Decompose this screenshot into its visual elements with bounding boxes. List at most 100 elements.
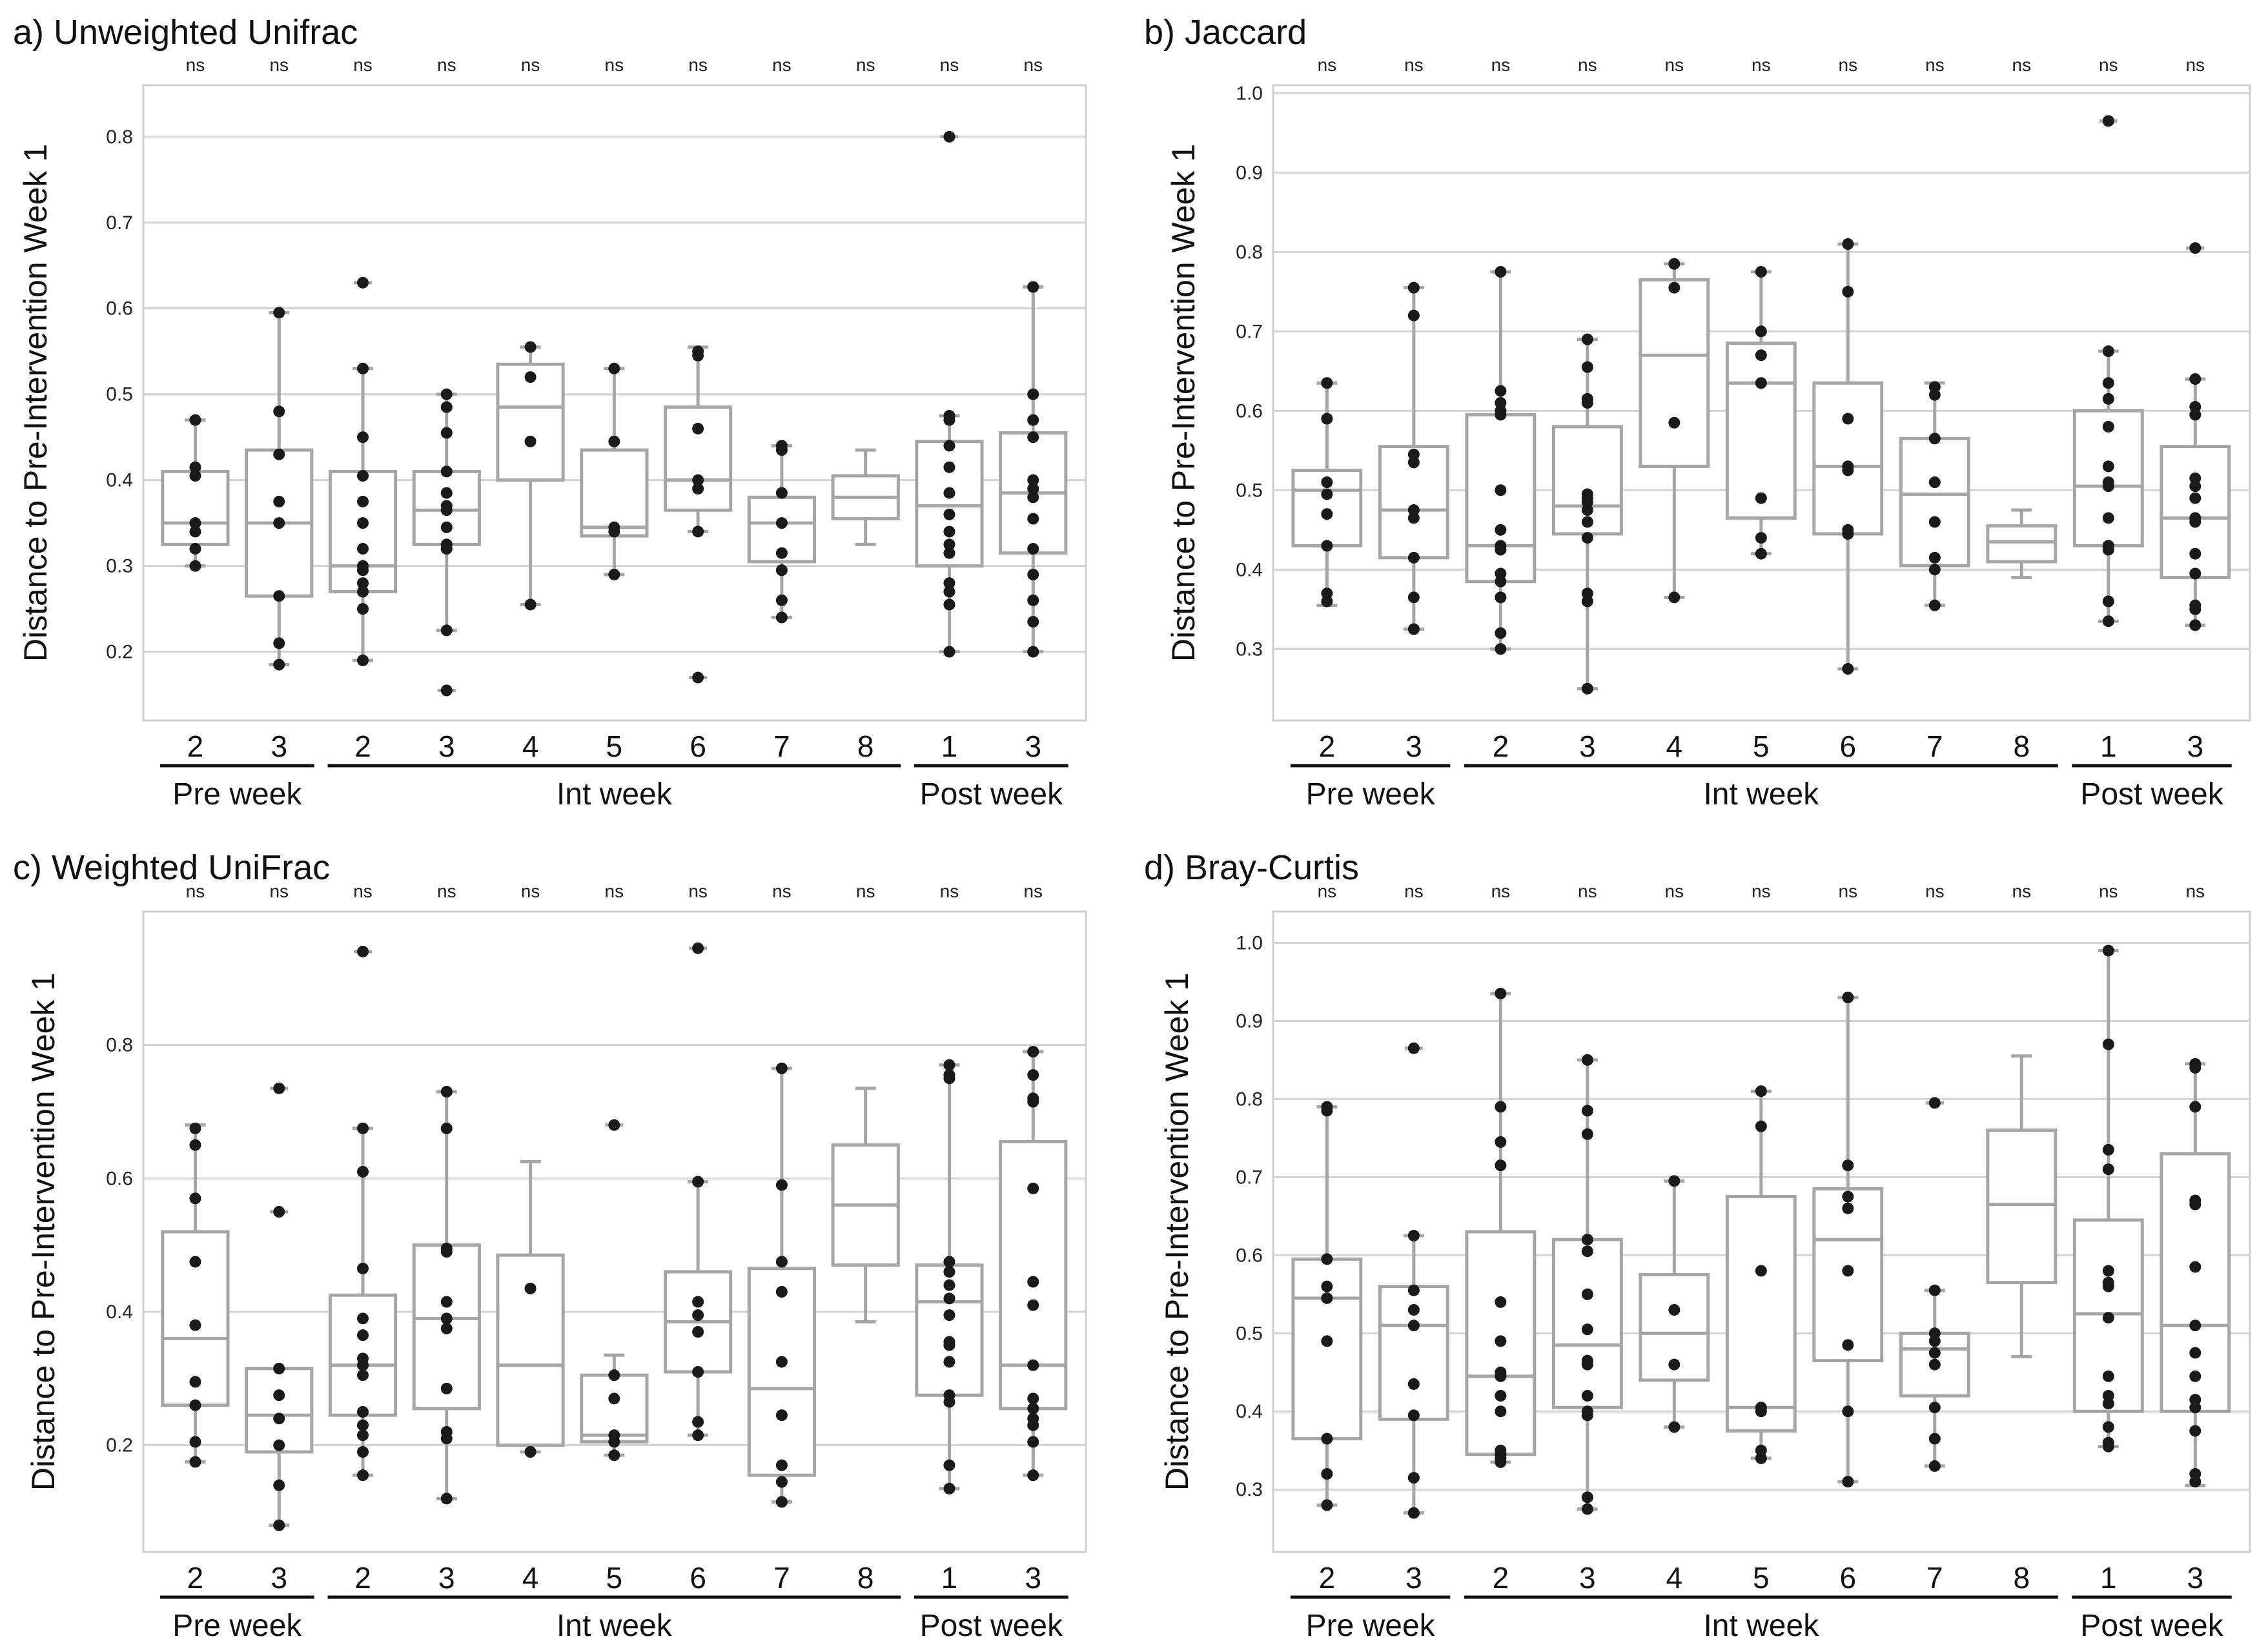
box-group-int-week-8: ns 8 bbox=[831, 55, 900, 763]
group-label: Int week bbox=[557, 777, 673, 811]
y-tick-label: 0.2 bbox=[106, 642, 133, 663]
data-point bbox=[1581, 1358, 1593, 1371]
significance-label: ns bbox=[1491, 55, 1511, 75]
data-point bbox=[2189, 547, 2202, 560]
data-point bbox=[943, 598, 955, 611]
data-point bbox=[1321, 413, 1333, 425]
group-label: Post week bbox=[920, 777, 1063, 811]
outlier-point bbox=[943, 130, 955, 143]
y-tick-label: 0.9 bbox=[1236, 1010, 1263, 1032]
data-point bbox=[1027, 1276, 1039, 1288]
data-point bbox=[1321, 488, 1333, 500]
data-point bbox=[775, 444, 788, 456]
data-point bbox=[1027, 1069, 1039, 1081]
y-tick-label: 0.7 bbox=[1236, 1167, 1263, 1188]
box-group-post-week-3: ns 3 bbox=[2160, 55, 2231, 763]
data-point bbox=[1668, 1175, 1681, 1187]
box-group-int-week-4: ns 4 bbox=[496, 881, 565, 1595]
data-point bbox=[1755, 325, 1767, 338]
data-point bbox=[1842, 1476, 1854, 1488]
data-point bbox=[608, 1393, 620, 1405]
significance-label: ns bbox=[437, 55, 456, 75]
data-point bbox=[273, 517, 285, 529]
significance-label: ns bbox=[1404, 55, 1424, 75]
box-group-pre-week-3: ns 3 bbox=[245, 881, 314, 1595]
box bbox=[245, 1367, 314, 1454]
data-point bbox=[357, 1446, 369, 1458]
x-tick-label: 1 bbox=[941, 730, 958, 763]
box-group-post-week-1: ns 1 bbox=[2072, 55, 2144, 763]
data-point bbox=[273, 405, 285, 418]
data-point bbox=[608, 568, 620, 580]
data-point bbox=[1842, 413, 1854, 425]
x-tick-label: 8 bbox=[2013, 730, 2030, 763]
data-point bbox=[357, 603, 369, 615]
x-tick-label: 8 bbox=[2013, 1561, 2030, 1595]
y-tick-label: 0.6 bbox=[1236, 1245, 1263, 1266]
box-group-int-week-5: ns 5 bbox=[1725, 55, 1797, 763]
data-point bbox=[440, 1086, 453, 1097]
data-point bbox=[273, 637, 285, 649]
data-point bbox=[1581, 587, 1593, 600]
data-point bbox=[1842, 663, 1854, 675]
data-point bbox=[1581, 1323, 1593, 1336]
y-tick-label: 0.5 bbox=[106, 384, 133, 405]
outlier-point bbox=[357, 946, 369, 957]
data-point bbox=[775, 1409, 788, 1422]
data-point bbox=[2189, 401, 2202, 413]
data-point bbox=[1407, 1409, 1420, 1422]
significance-label: ns bbox=[856, 881, 875, 901]
plot-frame bbox=[1272, 910, 2251, 1553]
box-group-int-week-3: ns 3 bbox=[412, 881, 481, 1595]
data-point bbox=[2189, 480, 2202, 493]
data-point bbox=[440, 1122, 453, 1134]
data-point bbox=[357, 1262, 369, 1274]
data-point bbox=[1321, 1335, 1333, 1347]
x-tick-label: 3 bbox=[1025, 1561, 1041, 1595]
data-point bbox=[273, 1479, 285, 1491]
x-tick-label: 4 bbox=[1666, 730, 1683, 763]
data-point bbox=[189, 1192, 201, 1205]
data-point bbox=[1027, 388, 1039, 400]
x-tick-label: 2 bbox=[1493, 730, 1509, 763]
data-point bbox=[440, 1493, 453, 1505]
significance-label: ns bbox=[1578, 55, 1597, 75]
significance-label: ns bbox=[605, 55, 624, 75]
x-tick-label: 3 bbox=[2187, 730, 2203, 763]
data-point bbox=[1581, 333, 1593, 345]
x-tick-label: 7 bbox=[773, 730, 790, 763]
data-point bbox=[189, 1399, 201, 1411]
significance-label: ns bbox=[1023, 881, 1043, 901]
data-point bbox=[692, 482, 704, 495]
x-tick-label: 1 bbox=[941, 1561, 958, 1595]
data-point bbox=[1495, 1296, 1507, 1308]
data-point bbox=[1581, 504, 1593, 516]
data-point bbox=[2102, 1370, 2114, 1382]
data-point bbox=[1027, 414, 1039, 426]
data-point bbox=[1027, 568, 1039, 580]
significance-label: ns bbox=[1404, 881, 1424, 901]
data-point bbox=[2189, 1370, 2202, 1382]
data-point bbox=[189, 461, 201, 473]
y-axis-label: Distance to Pre-Intervention Week 1 bbox=[1165, 144, 1201, 662]
y-tick-label: 0.4 bbox=[1236, 1401, 1263, 1422]
box-group-int-week-3: ns 3 bbox=[1551, 55, 1623, 763]
data-point bbox=[273, 590, 285, 602]
panel-jaccard: b) Jaccard 0.3 0.4 0.5 0.6 0.7 0.8 0.9 1.0 Distan… bbox=[1144, 13, 2251, 811]
y-tick-label: 0.6 bbox=[106, 298, 133, 320]
data-point bbox=[2189, 1347, 2202, 1359]
data-point bbox=[2189, 472, 2202, 484]
y-tick-label: 0.4 bbox=[106, 1301, 133, 1323]
data-point bbox=[943, 538, 955, 551]
data-point bbox=[1581, 595, 1593, 607]
data-point bbox=[943, 1396, 955, 1408]
data-point bbox=[1027, 1359, 1039, 1371]
data-point bbox=[1842, 527, 1854, 540]
box bbox=[1639, 278, 1710, 468]
data-point bbox=[943, 526, 955, 538]
group-label: Post week bbox=[920, 1609, 1063, 1643]
x-tick-label: 7 bbox=[1926, 730, 1943, 763]
data-point bbox=[1027, 1393, 1039, 1405]
data-point bbox=[775, 1356, 788, 1368]
box-group-int-week-4: ns 4 bbox=[496, 55, 565, 763]
